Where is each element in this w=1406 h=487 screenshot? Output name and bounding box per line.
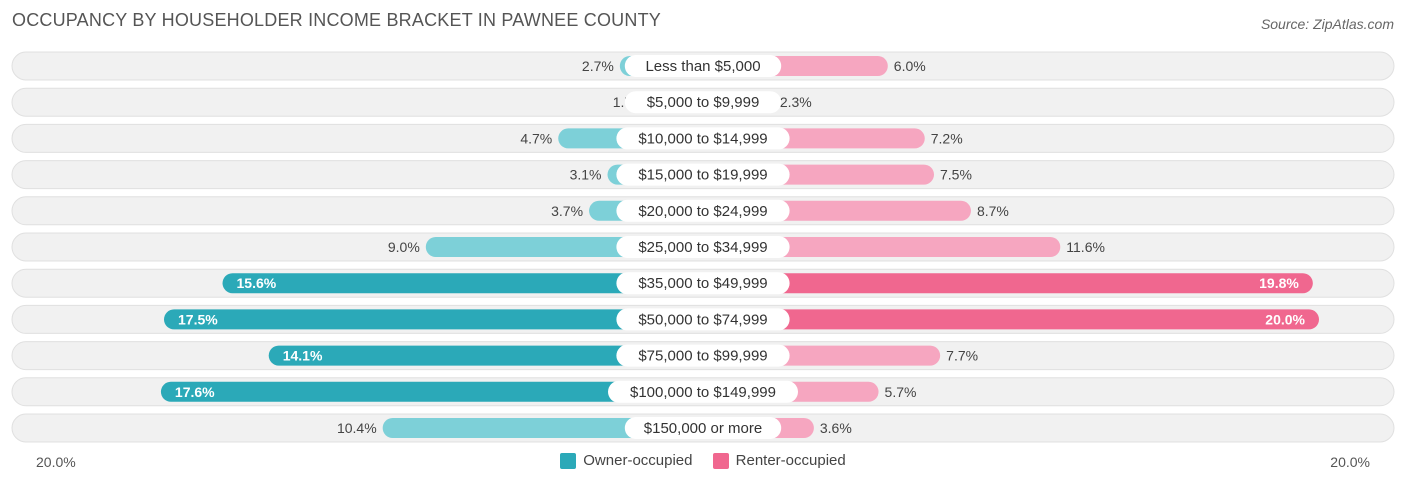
renter-bar [703, 309, 1319, 330]
renter-value-label: 19.8% [1259, 275, 1299, 291]
category-label: $50,000 to $74,999 [638, 311, 767, 328]
legend-swatch-owner [560, 452, 577, 469]
category-label-pill [608, 380, 798, 403]
owner-bar [222, 273, 703, 294]
category-label: $15,000 to $19,999 [638, 167, 767, 184]
renter-value-label: 3.6% [820, 420, 852, 436]
category-label: $5,000 to $9,999 [647, 94, 760, 111]
chart-title: OCCUPANCY BY HOUSEHOLDER INCOME BRACKET … [12, 10, 661, 30]
category-label-pill [624, 55, 782, 77]
renter-value-label: 11.6% [1066, 239, 1105, 255]
renter-bar [703, 237, 1061, 257]
category-label-pill [616, 272, 790, 295]
category-label: $75,000 to $99,999 [638, 348, 767, 365]
owner-value-label: 17.5% [178, 311, 218, 327]
owner-value-label: 14.1% [283, 348, 323, 364]
category-label: $35,000 to $49,999 [638, 275, 767, 292]
category-label-pill [624, 417, 782, 439]
owner-value-label: 4.7% [520, 130, 552, 146]
owner-value-label: 2.7% [582, 58, 614, 74]
category-label: $25,000 to $34,999 [638, 239, 767, 256]
owner-value-label: 3.7% [551, 203, 583, 219]
renter-value-label: 7.5% [940, 167, 972, 183]
category-label-pill [616, 199, 790, 222]
legend-item-renter: Renter-occupied [712, 452, 846, 469]
owner-bar [164, 309, 703, 330]
owner-value-label: 3.1% [570, 167, 602, 183]
category-label-pill [624, 91, 782, 114]
category-label: Less than $5,000 [645, 58, 760, 75]
category-label: $20,000 to $24,999 [638, 203, 767, 220]
legend-label-owner: Owner-occupied [583, 452, 693, 469]
category-label-pill [616, 127, 790, 150]
renter-bar [703, 273, 1313, 294]
renter-value-label: 7.2% [931, 130, 963, 146]
renter-value-label: 2.3% [780, 94, 812, 110]
axis-label-left: 20.0% [36, 454, 76, 470]
legend-label-renter: Renter-occupied [735, 452, 846, 469]
owner-bar [382, 418, 703, 438]
renter-value-label: 7.7% [946, 348, 978, 364]
renter-value-label: 5.7% [885, 384, 917, 400]
category-label: $150,000 or more [644, 420, 762, 437]
renter-value-label: 6.0% [894, 58, 926, 74]
owner-value-label: 17.6% [175, 384, 215, 400]
source-note: Source: ZipAtlas.com [1260, 16, 1394, 32]
owner-value-label: 9.0% [388, 239, 420, 255]
category-label-pill [616, 163, 790, 186]
axis-label-right: 20.0% [1330, 454, 1370, 470]
owner-bar [160, 381, 704, 402]
owner-value-label: 10.4% [337, 420, 377, 436]
legend: Owner-occupied Renter-occupied [0, 452, 1406, 473]
category-label-pill [616, 236, 790, 258]
category-label-pill [616, 344, 790, 367]
category-label: $10,000 to $14,999 [638, 130, 767, 147]
renter-value-label: 8.7% [977, 203, 1009, 219]
legend-item-owner: Owner-occupied [560, 452, 692, 469]
legend-swatch-renter [712, 452, 729, 469]
category-label-pill [616, 308, 790, 331]
renter-value-label: 20.0% [1265, 311, 1305, 327]
category-label: $100,000 to $149,999 [630, 384, 776, 401]
owner-bar [268, 345, 703, 366]
owner-value-label: 15.6% [237, 275, 277, 291]
